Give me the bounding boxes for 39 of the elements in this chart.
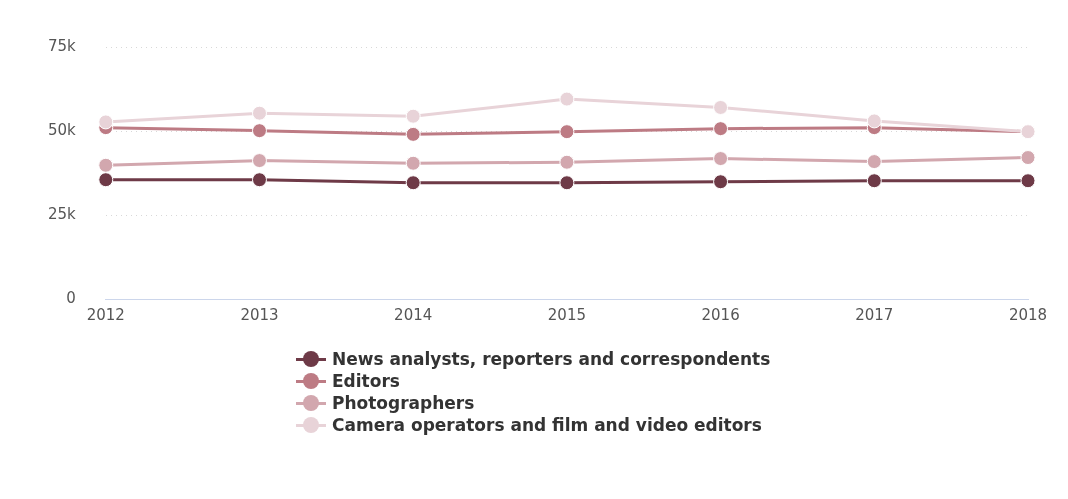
x-tick-label: 2012 [86,305,125,324]
legend-label: News analysts, reporters and correspondents [332,349,771,369]
point [559,124,575,140]
legend-label: Camera operators and film and video editors [332,415,762,435]
point [405,126,421,142]
x-tick-label: 2013 [240,305,279,324]
point [405,108,421,124]
point [1020,150,1036,166]
y-tick-label: 75k [47,36,77,55]
point [251,123,267,139]
y-tick-label: 50k [47,120,77,139]
y-tick-label: 25k [47,204,77,223]
legend-label: Photographers [332,393,475,413]
point [713,174,729,190]
point [866,154,882,170]
x-tick-label: 2016 [701,305,740,324]
point [251,172,267,188]
x-tick-label: 2015 [547,305,586,324]
point [713,99,729,115]
point [559,91,575,107]
point [559,175,575,191]
point [251,105,267,121]
point [98,157,114,173]
point [98,172,114,188]
point [405,155,421,171]
point [559,154,575,170]
point [1020,173,1036,189]
x-tick-label: 2018 [1008,305,1048,324]
point [713,151,729,167]
point [251,153,267,169]
point [866,113,882,129]
legend-label: Editors [332,371,400,391]
point [866,173,882,189]
y-tick-label: 0 [66,288,76,307]
x-tick-label: 2017 [855,305,894,324]
point [405,175,421,191]
point [713,121,729,137]
point [98,114,114,130]
x-tick-label: 2014 [394,305,433,324]
